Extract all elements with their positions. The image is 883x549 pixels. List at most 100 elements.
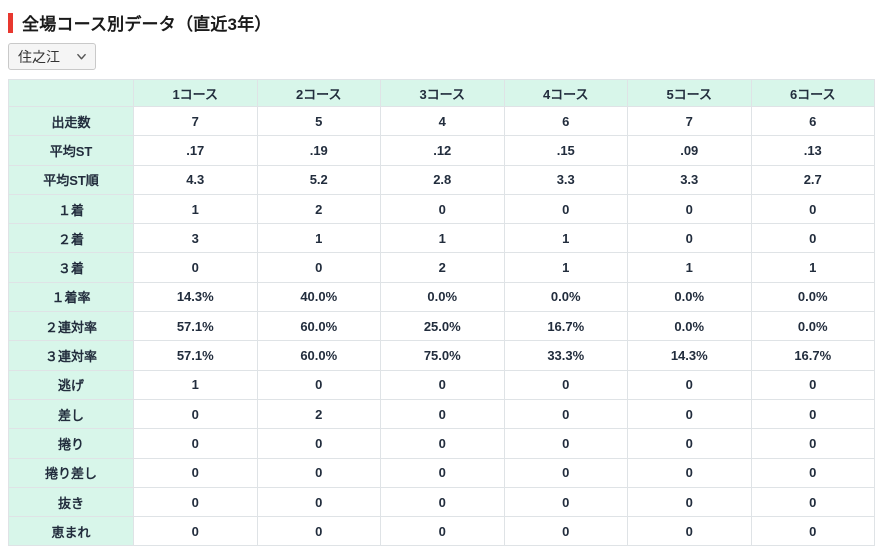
column-header: 6コース bbox=[750, 79, 875, 107]
data-cell: 0 bbox=[627, 223, 752, 254]
data-cell: 6 bbox=[750, 105, 875, 137]
data-cell: 2 bbox=[256, 193, 381, 225]
data-cell: 1 bbox=[256, 223, 381, 254]
column-header: 3コース bbox=[380, 79, 505, 107]
data-cell: 0 bbox=[380, 486, 505, 518]
data-cell: 0 bbox=[627, 369, 752, 400]
data-cell: 0 bbox=[503, 516, 628, 547]
table-row: ３連対率 57.1% 60.0% 75.0% 33.3% 14.3% 16.7% bbox=[8, 340, 875, 371]
venue-select[interactable]: 住之江 bbox=[8, 43, 96, 70]
row-label: 差し bbox=[8, 398, 134, 430]
row-label: 捲り bbox=[8, 428, 134, 459]
data-cell: .09 bbox=[627, 135, 752, 166]
data-cell: 0 bbox=[503, 457, 628, 488]
data-cell: 6 bbox=[503, 105, 628, 137]
data-cell: 0 bbox=[380, 516, 505, 547]
data-cell: 1 bbox=[380, 223, 505, 254]
table-row: 逃げ 1 0 0 0 0 0 bbox=[8, 369, 875, 400]
course-data-table: 1コース 2コース 3コース 4コース 5コース 6コース 出走数 7 5 4 6 7 6 平均ST .1… bbox=[8, 79, 875, 547]
data-cell: 14.3% bbox=[133, 281, 258, 313]
table-header-row: 1コース 2コース 3コース 4コース 5コース 6コース bbox=[8, 79, 875, 107]
data-cell: 0 bbox=[627, 428, 752, 459]
row-label: ３着 bbox=[8, 252, 134, 283]
column-header: 2コース bbox=[256, 79, 381, 107]
data-cell: 3.3 bbox=[627, 164, 752, 195]
data-cell: 1 bbox=[503, 223, 628, 254]
data-cell: 0 bbox=[380, 398, 505, 430]
data-cell: 1 bbox=[750, 252, 875, 283]
table-row: ２着 3 1 1 1 0 0 bbox=[8, 223, 875, 254]
data-cell: .17 bbox=[133, 135, 258, 166]
data-cell: 5 bbox=[256, 105, 381, 137]
data-cell: 1 bbox=[133, 369, 258, 400]
table-row: 出走数 7 5 4 6 7 6 bbox=[8, 105, 875, 137]
data-cell: 0 bbox=[750, 193, 875, 225]
data-cell: 0 bbox=[256, 369, 381, 400]
data-cell: 25.0% bbox=[380, 311, 505, 342]
data-cell: 40.0% bbox=[256, 281, 381, 313]
table-row: 差し 0 2 0 0 0 0 bbox=[8, 398, 875, 430]
row-label: 平均ST順 bbox=[8, 164, 134, 195]
data-cell: 0 bbox=[627, 486, 752, 518]
data-cell: .19 bbox=[256, 135, 381, 166]
table-row: 恵まれ 0 0 0 0 0 0 bbox=[8, 516, 875, 547]
table-row: ３着 0 0 2 1 1 1 bbox=[8, 252, 875, 283]
table-row: 平均ST順 4.3 5.2 2.8 3.3 3.3 2.7 bbox=[8, 164, 875, 195]
data-cell: 0 bbox=[133, 486, 258, 518]
data-cell: 0.0% bbox=[750, 311, 875, 342]
table-row: 抜き 0 0 0 0 0 0 bbox=[8, 486, 875, 518]
data-cell: 0.0% bbox=[503, 281, 628, 313]
title-accent-bar bbox=[8, 12, 13, 33]
data-cell: 0 bbox=[503, 486, 628, 518]
data-cell: 1 bbox=[627, 252, 752, 283]
data-cell: 4 bbox=[380, 105, 505, 137]
data-cell: 7 bbox=[133, 105, 258, 137]
data-cell: .12 bbox=[380, 135, 505, 166]
table-row: １着率 14.3% 40.0% 0.0% 0.0% 0.0% 0.0% bbox=[8, 281, 875, 313]
data-cell: 4.3 bbox=[133, 164, 258, 195]
data-cell: 0 bbox=[627, 193, 752, 225]
data-cell: 0 bbox=[133, 252, 258, 283]
data-cell: 0.0% bbox=[627, 311, 752, 342]
row-label: 平均ST bbox=[8, 135, 134, 166]
table-body: 出走数 7 5 4 6 7 6 平均ST .17.19.12.15.09.13 平均ST順 4.3 5… bbox=[8, 105, 875, 547]
data-cell: 0 bbox=[380, 428, 505, 459]
data-cell: 0 bbox=[750, 457, 875, 488]
data-cell: 2.7 bbox=[750, 164, 875, 195]
column-header: 1コース bbox=[133, 79, 258, 107]
data-cell: 1 bbox=[503, 252, 628, 283]
row-label: 逃げ bbox=[8, 369, 134, 400]
section-header: 全場コース別データ（直近3年） bbox=[8, 10, 875, 35]
data-cell: .13 bbox=[750, 135, 875, 166]
data-cell: 0 bbox=[750, 398, 875, 430]
data-cell: 0 bbox=[750, 428, 875, 459]
data-cell: 16.7% bbox=[503, 311, 628, 342]
row-label: １着 bbox=[8, 193, 134, 225]
data-cell: 0 bbox=[750, 486, 875, 518]
data-cell: 60.0% bbox=[256, 340, 381, 371]
data-cell: 0 bbox=[256, 486, 381, 518]
data-cell: 0 bbox=[256, 428, 381, 459]
data-cell: 60.0% bbox=[256, 311, 381, 342]
row-label: 捲り差し bbox=[8, 457, 134, 488]
data-cell: 16.7% bbox=[750, 340, 875, 371]
data-cell: 0 bbox=[503, 398, 628, 430]
chevron-down-icon bbox=[77, 52, 86, 61]
table-corner-cell bbox=[8, 79, 134, 107]
data-cell: 1 bbox=[133, 193, 258, 225]
data-cell: 5.2 bbox=[256, 164, 381, 195]
table-row: ２連対率 57.1% 60.0% 25.0% 16.7% 0.0% 0.0% bbox=[8, 311, 875, 342]
row-label: ２着 bbox=[8, 223, 134, 254]
data-cell: 75.0% bbox=[380, 340, 505, 371]
data-cell: 57.1% bbox=[133, 340, 258, 371]
data-cell: 0 bbox=[380, 369, 505, 400]
data-cell: 0 bbox=[627, 516, 752, 547]
data-cell: 7 bbox=[627, 105, 752, 137]
row-label: ２連対率 bbox=[8, 311, 134, 342]
data-cell: 0 bbox=[133, 457, 258, 488]
row-label: 出走数 bbox=[8, 105, 134, 137]
table-row: １着 1 2 0 0 0 0 bbox=[8, 193, 875, 225]
data-cell: 0 bbox=[256, 516, 381, 547]
data-cell: 0 bbox=[256, 252, 381, 283]
